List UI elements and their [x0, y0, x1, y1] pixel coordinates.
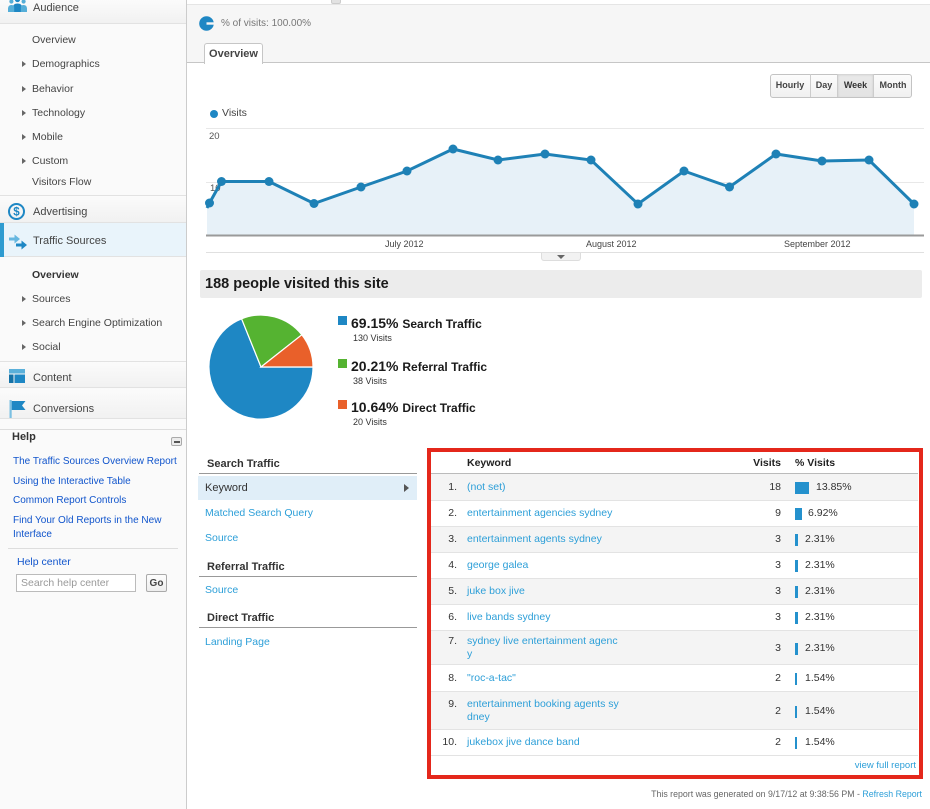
svg-text:$: $ [13, 207, 20, 219]
svg-text:20: 20 [209, 131, 220, 142]
svg-text:10: 10 [210, 183, 221, 194]
